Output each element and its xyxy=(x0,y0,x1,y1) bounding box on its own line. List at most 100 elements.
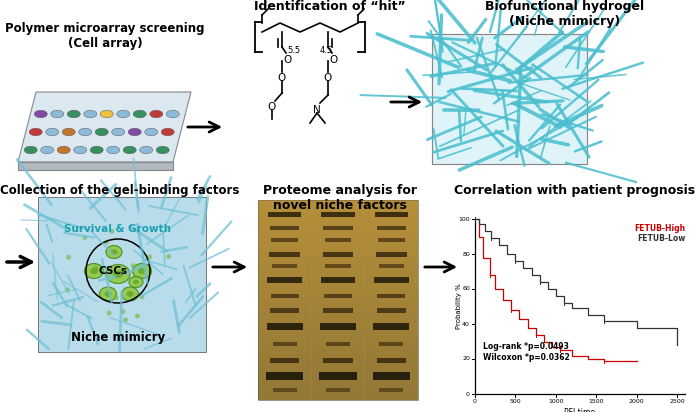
Bar xyxy=(320,323,356,330)
Ellipse shape xyxy=(145,128,158,136)
Ellipse shape xyxy=(113,270,123,278)
Bar xyxy=(258,368,418,369)
Bar xyxy=(258,327,418,328)
Bar xyxy=(258,353,418,354)
Bar xyxy=(258,224,418,225)
Bar xyxy=(258,338,418,339)
Ellipse shape xyxy=(106,246,122,258)
Bar xyxy=(258,292,418,293)
Text: Polymer microarray screening
(Cell array): Polymer microarray screening (Cell array… xyxy=(6,22,204,50)
Polygon shape xyxy=(18,162,173,170)
Bar xyxy=(258,306,418,307)
Bar xyxy=(258,215,418,216)
Bar xyxy=(258,253,418,254)
Bar xyxy=(258,381,418,382)
Ellipse shape xyxy=(117,110,130,118)
Bar xyxy=(258,200,418,400)
Bar xyxy=(258,269,418,270)
Bar xyxy=(258,341,418,342)
Bar xyxy=(258,365,418,366)
Bar xyxy=(258,281,418,282)
Bar xyxy=(258,328,418,329)
Bar xyxy=(258,200,418,201)
Bar xyxy=(379,264,404,268)
Bar xyxy=(321,211,354,216)
Bar xyxy=(258,206,418,207)
Bar xyxy=(258,359,418,360)
Bar xyxy=(258,227,418,228)
Ellipse shape xyxy=(166,254,172,259)
Bar xyxy=(258,336,418,337)
Bar xyxy=(258,259,418,260)
Bar xyxy=(258,220,418,221)
Bar xyxy=(258,238,418,239)
Bar xyxy=(258,386,418,387)
Bar xyxy=(324,294,352,298)
Ellipse shape xyxy=(167,110,179,118)
Bar xyxy=(258,337,418,338)
Ellipse shape xyxy=(147,254,152,259)
Bar xyxy=(323,226,353,230)
Bar xyxy=(258,237,418,238)
Bar xyxy=(258,399,418,400)
Bar xyxy=(258,208,418,209)
Bar xyxy=(258,318,418,319)
Bar xyxy=(258,360,418,361)
Bar xyxy=(258,247,418,248)
Bar xyxy=(258,397,418,398)
Text: Wilcoxon *p=0.0362: Wilcoxon *p=0.0362 xyxy=(483,353,570,362)
Bar xyxy=(258,392,418,393)
Text: Probability %: Probability % xyxy=(456,283,462,329)
Bar xyxy=(258,202,418,203)
Bar xyxy=(258,302,418,303)
Bar xyxy=(268,211,301,216)
Bar xyxy=(258,358,418,359)
Bar xyxy=(374,211,408,216)
Bar xyxy=(377,226,406,230)
Ellipse shape xyxy=(100,110,113,118)
Bar xyxy=(258,364,418,365)
Bar xyxy=(258,265,418,266)
Bar xyxy=(258,299,418,300)
Bar xyxy=(258,329,418,330)
Text: 100: 100 xyxy=(458,216,470,222)
Ellipse shape xyxy=(57,146,70,154)
Bar xyxy=(258,352,418,353)
Bar xyxy=(326,388,350,392)
Bar xyxy=(38,197,206,352)
Bar xyxy=(272,264,298,268)
Text: 0: 0 xyxy=(466,391,470,396)
Ellipse shape xyxy=(161,128,174,136)
Bar xyxy=(258,304,418,305)
Bar xyxy=(258,369,418,370)
Bar xyxy=(376,251,407,257)
Text: Collection of the gel-binding factors: Collection of the gel-binding factors xyxy=(0,184,239,197)
Bar xyxy=(273,388,297,392)
Bar xyxy=(258,310,418,311)
Ellipse shape xyxy=(135,314,140,318)
Ellipse shape xyxy=(66,255,71,260)
Bar xyxy=(326,342,350,346)
Bar xyxy=(258,330,418,331)
Bar xyxy=(258,203,418,204)
Bar xyxy=(258,270,418,271)
Bar xyxy=(258,256,418,257)
Text: 2500: 2500 xyxy=(669,399,685,404)
Bar xyxy=(258,388,418,389)
Text: 0: 0 xyxy=(473,399,477,404)
Text: FETUB-Low: FETUB-Low xyxy=(637,234,685,243)
Bar xyxy=(258,389,418,390)
Bar xyxy=(258,308,418,309)
Ellipse shape xyxy=(112,128,125,136)
Bar xyxy=(258,283,418,284)
Bar xyxy=(258,371,418,372)
Bar xyxy=(432,34,587,164)
Bar xyxy=(258,346,418,347)
Bar xyxy=(258,280,418,281)
Bar xyxy=(258,231,418,232)
Text: 1500: 1500 xyxy=(589,399,604,404)
Bar xyxy=(258,204,418,205)
Bar xyxy=(258,212,418,213)
Text: O: O xyxy=(284,55,292,65)
Bar xyxy=(258,345,418,346)
